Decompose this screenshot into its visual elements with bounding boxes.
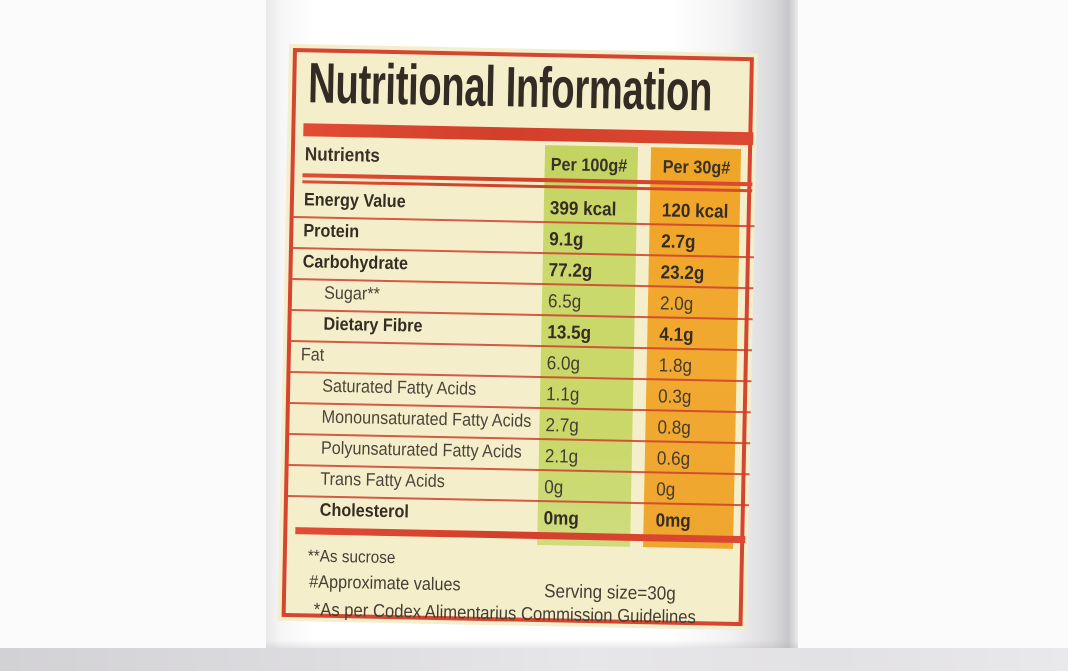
column-header-per30: Per 30g# (662, 156, 731, 178)
page-title: Nutritional Information (307, 51, 713, 124)
nutrition-table: Energy Value 399 kcal 120 kcal Protein 9… (287, 187, 756, 537)
floor-surface (0, 648, 1068, 671)
title-divider-bar (303, 123, 754, 146)
footnote-sucrose: **As sucrose (307, 546, 396, 568)
footnote-approximate-values: #Approximate values (309, 571, 461, 595)
column-header-per100: Per 100g# (550, 154, 628, 176)
nutrition-label: Nutritional Information Nutrients Per 10… (281, 48, 756, 627)
serving-size-note: Serving size=30g (543, 581, 676, 605)
column-header-nutrients: Nutrients (304, 144, 381, 167)
